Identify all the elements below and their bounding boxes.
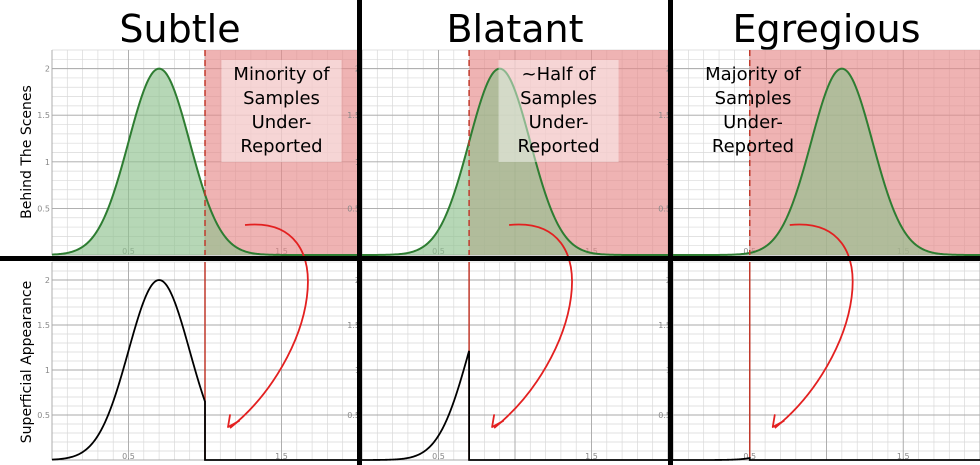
annotation-line: Samples (715, 88, 792, 109)
y-tick-label: 0.5 (658, 411, 671, 420)
annotation-line: Under- (723, 112, 783, 133)
annotation-line: ~Half of (522, 64, 597, 85)
under-reported-region (205, 50, 358, 255)
x-tick-label: 1.5 (585, 452, 598, 461)
y-tick-label: 1 (45, 158, 50, 167)
x-tick-label: 1.5 (897, 452, 910, 461)
column-title-2: Egregious (732, 7, 920, 51)
truncated-curve (362, 350, 668, 461)
row-label-behind-the-scenes: Behind The Scenes (19, 85, 35, 219)
y-tick-label: 0.5 (37, 204, 50, 213)
annotation-line: Reported (240, 136, 322, 157)
panel-r1-c0: 0.5 1 1.5 2 0.5 1.5 (37, 261, 359, 461)
distribution-line (673, 67, 980, 256)
row-label-superficial-appearance: Superficial Appearance (19, 281, 35, 443)
column-title-0: Subtle (119, 7, 240, 51)
panels-layer: Subtle 0.5 1 1.5 2 0.5 1.5 Minority of Samples Un… (37, 7, 980, 461)
panel-r0-c1: 0.511.520.51.5~Half ofSamplesUnder-Repor… (347, 49, 669, 256)
annotation-line: Samples (243, 88, 320, 109)
arrow-head-2 (771, 414, 785, 428)
y-tick-label: 1.5 (37, 321, 50, 330)
arrow-head-0 (227, 414, 240, 428)
arrow-head-1 (491, 414, 504, 428)
y-tick-label: 1.5 (658, 321, 671, 330)
arrow-curve-2 (774, 223, 854, 429)
y-tick-label: 2 (45, 65, 50, 74)
annotation-line: Reported (517, 136, 599, 157)
y-tick-label: 0.5 (658, 204, 671, 213)
annotation-line: Under- (529, 112, 589, 133)
y-tick-label: 1.5 (37, 111, 50, 120)
y-tick-label: 1 (45, 366, 50, 375)
annotation-line: Under- (252, 112, 312, 133)
annotation-line: Reported (712, 136, 794, 157)
column-title-1: Blatant (446, 7, 583, 51)
annotation-line: Minority of (233, 64, 330, 85)
distribution-area (673, 68, 980, 255)
y-tick-label: 0.5 (347, 411, 360, 420)
distribution-line (362, 67, 668, 256)
y-tick-label: 2 (45, 276, 50, 285)
y-tick-label: 1.5 (658, 111, 671, 120)
y-tick-label: 0.5 (37, 411, 50, 420)
y-tick-label: 1.5 (347, 111, 360, 120)
annotation-line: Samples (520, 88, 597, 109)
y-tick-label: 0.5 (347, 204, 360, 213)
annotation-box (221, 60, 342, 162)
panel-r1-c1: 0.511.520.51.5 (347, 261, 669, 461)
arrow-curve-1 (493, 223, 573, 429)
x-tick-label: 0.5 (122, 452, 135, 461)
arrow-curve-0 (229, 223, 309, 429)
truncated-curve (51, 279, 358, 461)
x-tick-label: 1.5 (275, 452, 288, 461)
x-tick-label: 0.5 (432, 452, 445, 461)
truncated-curve (673, 456, 980, 461)
panel-r1-c2: 0.511.520.51.5 (658, 261, 980, 461)
annotation-line: Majority of (705, 64, 801, 85)
annotation-box (498, 60, 619, 162)
distribution-area (52, 68, 358, 255)
distribution-area (362, 68, 668, 255)
y-tick-label: 1.5 (347, 321, 360, 330)
panel-r0-c0: 0.5 1 1.5 2 0.5 1.5 Minority of Samples Under- Re… (37, 49, 359, 256)
